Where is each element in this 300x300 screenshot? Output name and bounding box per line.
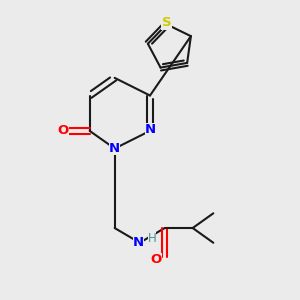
Text: S: S [162, 16, 171, 29]
Text: O: O [58, 124, 69, 137]
Text: N: N [109, 142, 120, 155]
Text: N: N [133, 236, 144, 249]
Text: H: H [148, 232, 156, 245]
Text: N: N [145, 123, 156, 136]
Text: O: O [151, 253, 162, 266]
